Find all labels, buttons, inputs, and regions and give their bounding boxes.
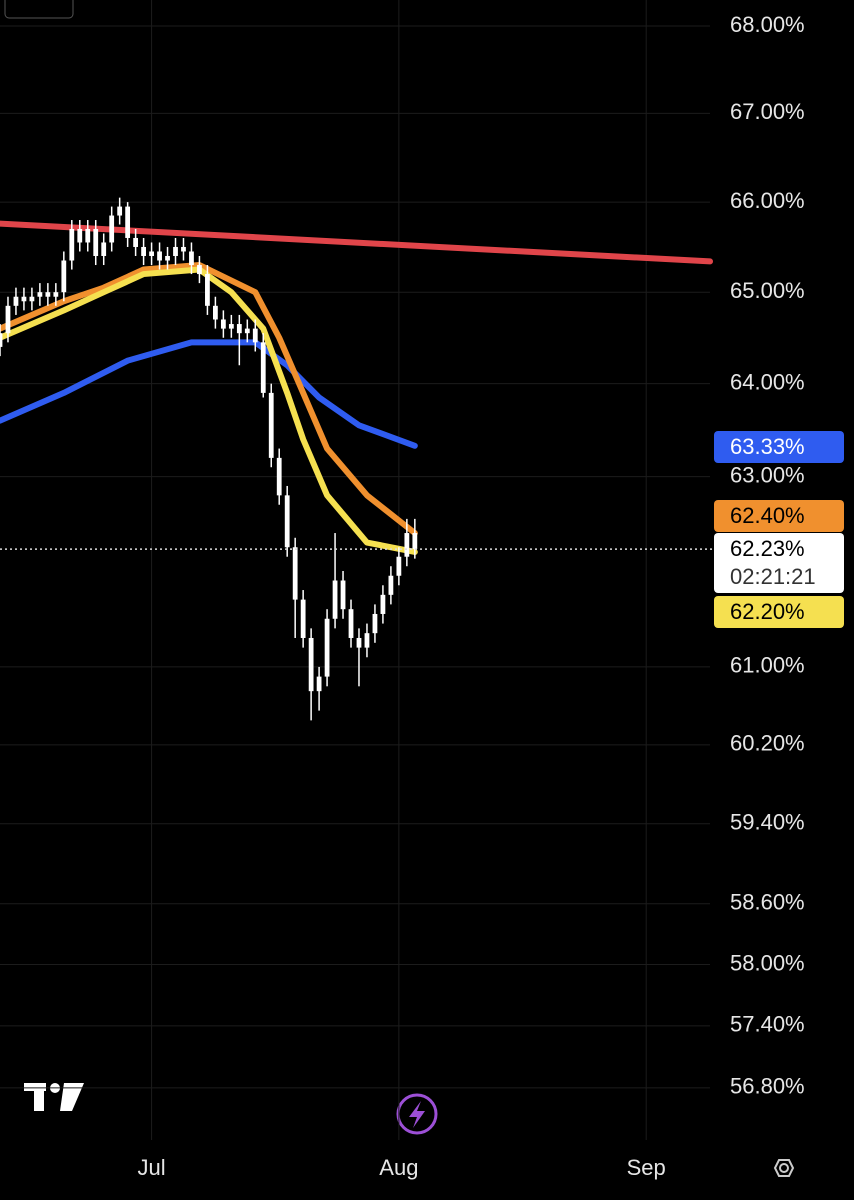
candle-body (284, 495, 290, 548)
candle-body (157, 251, 162, 261)
price-label-box (714, 533, 844, 593)
candle-body (356, 637, 362, 648)
candle-body (332, 580, 338, 619)
indicator-line (0, 220, 713, 265)
candle-body (300, 599, 306, 638)
candle-body (61, 260, 67, 293)
candle-body (101, 242, 107, 256)
candle-body (133, 237, 139, 247)
lightning-button[interactable] (396, 1093, 438, 1135)
candle-body (205, 274, 210, 306)
price-label: 62.40% (714, 500, 844, 532)
candle-body (236, 324, 242, 334)
indicator-line (0, 266, 418, 555)
candle-body (149, 251, 154, 256)
y-tick-label: 67.00% (730, 99, 805, 124)
candle-body (85, 228, 91, 243)
candle-body (276, 457, 282, 496)
candle-body (412, 533, 418, 550)
tradingview-logo (24, 1083, 84, 1111)
candle-body (380, 594, 386, 614)
x-tick-label: Aug (379, 1155, 418, 1180)
candle-body (37, 292, 43, 297)
candle-body (189, 251, 194, 266)
y-tick-label: 59.40% (730, 810, 805, 835)
candle-body (388, 575, 394, 595)
candle-body (364, 633, 370, 648)
x-tick-label: Sep (627, 1155, 666, 1180)
y-tick-label: 56.80% (730, 1074, 805, 1099)
candle-body (324, 618, 330, 677)
candle-body (53, 292, 59, 297)
toolbar-button[interactable] (4, 0, 74, 19)
candle-body (252, 328, 258, 343)
candle-body (316, 676, 322, 692)
candle-body (396, 556, 402, 576)
candle-body (260, 342, 266, 393)
candle-body (181, 246, 186, 252)
price-label-box (714, 596, 844, 628)
candle-body (197, 265, 202, 275)
candle-body (213, 305, 218, 320)
y-tick-label: 66.00% (730, 188, 805, 213)
countdown-text: 02:21:21 (730, 564, 816, 589)
price-label-text: 62.40% (730, 503, 805, 528)
price-label: 62.23% 02:21:21 (714, 533, 844, 593)
y-tick-label: 58.60% (730, 890, 805, 915)
price-label-box (714, 500, 844, 532)
candle-body (340, 580, 346, 610)
candle-body (244, 328, 250, 334)
price-label-text: 62.23% (730, 536, 805, 561)
price-label: 62.20% (714, 596, 844, 628)
candle-body (21, 296, 27, 302)
candle-body (268, 392, 274, 458)
indicator-line (0, 262, 418, 537)
candle-body (45, 292, 51, 297)
price-label-text: 62.20% (730, 599, 805, 624)
candle-body (308, 637, 314, 692)
y-tick-label: 60.20% (730, 731, 805, 756)
y-tick-label: 58.00% (730, 950, 805, 975)
price-label-box (714, 431, 844, 463)
candle-body (348, 609, 354, 638)
settings-button[interactable] (773, 1159, 795, 1177)
candle-body (372, 613, 378, 634)
candle-body (141, 246, 146, 256)
candle-body (165, 255, 170, 261)
candle-body (292, 547, 298, 600)
candle-body (13, 296, 19, 306)
candle-body (77, 228, 83, 243)
candle-body (109, 215, 115, 243)
y-tick-label: 63.00% (730, 462, 805, 487)
candle-body (228, 324, 234, 329)
candle-body (69, 228, 75, 261)
candle-body (173, 246, 178, 256)
candle-body (220, 319, 226, 329)
y-tick-label: 68.00% (730, 12, 805, 37)
candle-body (5, 305, 11, 334)
candle-body (93, 228, 99, 256)
candle-body (0, 333, 3, 347)
price-label-text: 63.33% (730, 434, 805, 459)
y-tick-label: 57.40% (730, 1012, 805, 1037)
candle-body (404, 533, 410, 557)
y-tick-label: 64.00% (730, 369, 805, 394)
y-tick-label: 61.00% (730, 653, 805, 678)
price-label: 63.33% (714, 431, 844, 463)
candle-body (125, 206, 131, 238)
x-tick-label: Jul (138, 1155, 166, 1180)
y-tick-label: 65.00% (730, 278, 805, 303)
candle-body (29, 296, 35, 302)
candle-body (117, 206, 123, 216)
